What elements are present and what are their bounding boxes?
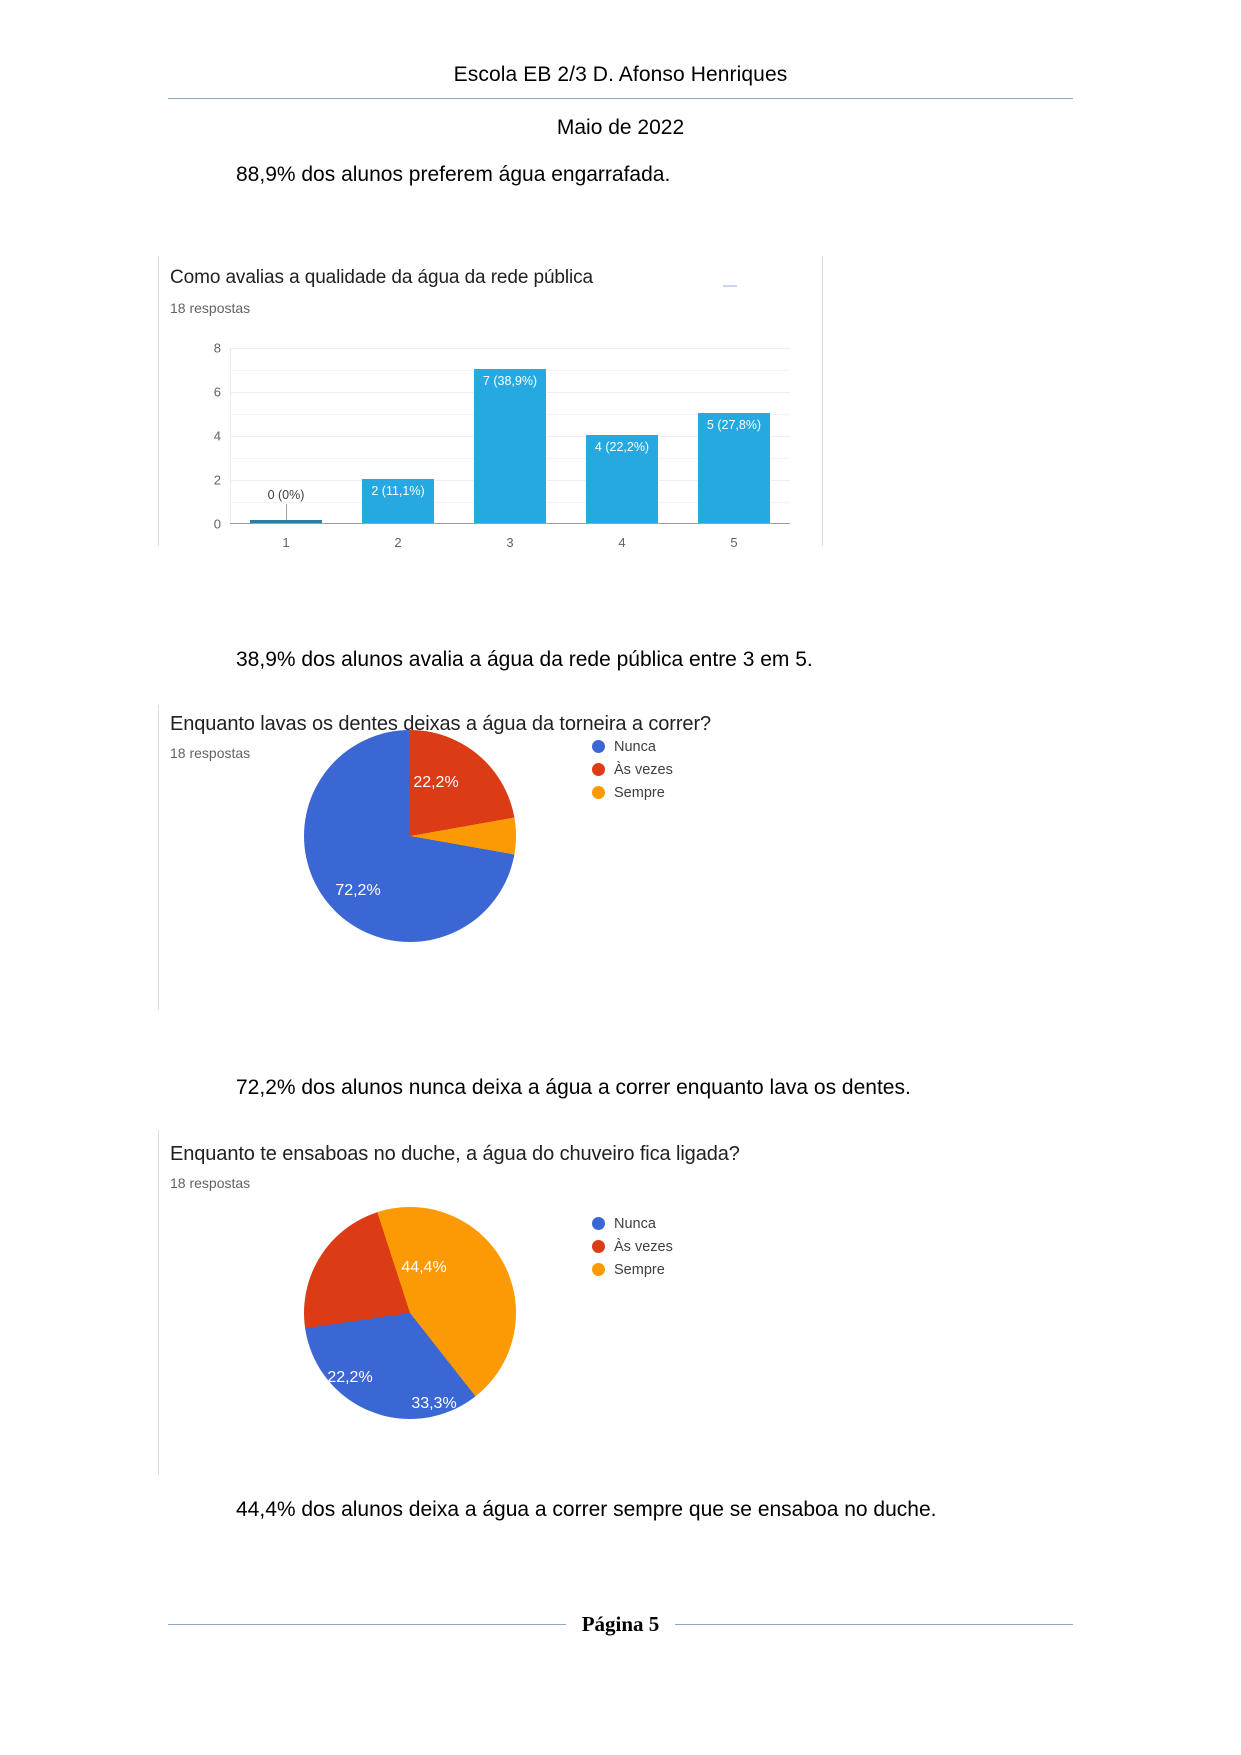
legend-item-sempre[interactable]: Sempre [592, 1258, 673, 1281]
pie-1-slice-label-as-vezes: 22,2% [413, 774, 459, 791]
paragraph-water-quality-rating: 38,9% dos alunos avalia a água da rede p… [236, 648, 813, 671]
x-tick-1: 1 [282, 535, 290, 550]
pie-2-slice-label-sempre: 44,4% [401, 1259, 447, 1276]
bar-chart-card: Como avalias a qualidade da água da rede… [158, 256, 823, 550]
bar-category-5[interactable] [698, 413, 770, 523]
page-number: Página 5 [581, 1612, 660, 1636]
bar-category-1[interactable] [250, 520, 322, 523]
legend-label-nunca: Nunca [614, 738, 656, 755]
y-tick-6: 6 [213, 384, 221, 400]
legend-label-sempre: Sempre [614, 784, 665, 801]
footer-rule-right [675, 1624, 1073, 1625]
pie-2-slice-label-nunca: 33,3% [411, 1395, 457, 1412]
chart-right-border [822, 256, 823, 546]
pie-2-slice-label-as-vezes: 22,2% [327, 1369, 373, 1386]
pie-chart-1-card: Enquanto lavas os dentes deixas a água d… [158, 705, 823, 1010]
bar-label-2: 2 (11,1%) [371, 484, 425, 499]
bar-zero-stem [286, 504, 287, 520]
legend-item-as-vezes[interactable]: Às vezes [592, 758, 673, 781]
pie-chart-2-legend: Nunca Às vezes Sempre [592, 1212, 673, 1281]
bar-category-2[interactable] [362, 479, 434, 523]
bar-label-5: 5 (27,8%) [706, 418, 762, 433]
legend-color-dot-orange-icon [592, 786, 605, 799]
document-header-date: Maio de 2022 [168, 103, 1073, 143]
pie-chart-2-graphic[interactable] [304, 1207, 516, 1419]
pie-chart-2-title: Enquanto te ensaboas no duche, a água do… [170, 1143, 740, 1165]
pie-chart-1-graphic[interactable] [304, 730, 516, 942]
legend-label-nunca: Nunca [614, 1215, 656, 1232]
pie-chart-1-title: Enquanto lavas os dentes deixas a água d… [170, 713, 712, 735]
legend-label-sempre: Sempre [614, 1261, 665, 1278]
bar-label-3: 7 (38,9%) [482, 374, 538, 389]
paragraph-teeth-brushing: 72,2% dos alunos nunca deixa a água a co… [236, 1076, 911, 1099]
bar-chart-plot-area: 8 6 4 2 0 0 (0%) 2 (11,1%) 7 (38,9%) 4 (… [214, 341, 790, 550]
legend-color-dot-blue-icon [592, 740, 605, 753]
bar-chart-title: Como avalias a qualidade da água da rede… [170, 267, 594, 288]
legend-color-dot-red-icon [592, 763, 605, 776]
pie-1-slice-label-nunca: 72,2% [335, 882, 381, 899]
chart-left-border [158, 256, 159, 546]
legend-item-as-vezes[interactable]: Às vezes [592, 1235, 673, 1258]
pie-chart-2-response-count: 18 respostas [170, 1175, 251, 1191]
legend-color-dot-orange-icon [592, 1263, 605, 1276]
gridline-8 [230, 348, 790, 349]
y-tick-0: 0 [213, 516, 221, 532]
chart-left-border [158, 705, 159, 1010]
bar-category-3[interactable] [474, 369, 546, 523]
pie-chart-1-legend: Nunca Às vezes Sempre [592, 735, 673, 804]
bar-category-4[interactable] [586, 435, 658, 523]
pie-chart-2-card: Enquanto te ensaboas no duche, a água do… [158, 1130, 823, 1475]
legend-item-nunca[interactable]: Nunca [592, 735, 673, 758]
legend-item-sempre[interactable]: Sempre [592, 781, 673, 804]
school-name: Escola EB 2/3 D. Afonso Henriques [453, 63, 788, 86]
more-options-icon[interactable] [723, 285, 737, 287]
y-tick-4: 4 [213, 428, 221, 444]
legend-item-nunca[interactable]: Nunca [592, 1212, 673, 1235]
x-tick-4: 4 [618, 535, 626, 550]
legend-color-dot-red-icon [592, 1240, 605, 1253]
y-tick-8: 8 [213, 340, 221, 356]
bar-label-1: 0 (0%) [267, 488, 305, 502]
legend-label-as-vezes: Às vezes [614, 1238, 673, 1255]
x-tick-5: 5 [730, 535, 738, 550]
bar-label-4: 4 (22,2%) [594, 440, 650, 455]
x-tick-3: 3 [506, 535, 514, 550]
y-axis-line [230, 348, 231, 524]
paragraph-shower-soaping: 44,4% dos alunos deixa a água a correr s… [236, 1498, 937, 1521]
legend-label-as-vezes: Às vezes [614, 761, 673, 778]
header-divider [168, 98, 1073, 99]
x-axis-line [230, 523, 790, 524]
bar-chart-response-count: 18 respostas [170, 300, 251, 316]
footer-rule-left [168, 1624, 566, 1625]
document-footer: Página 5 [168, 1612, 1073, 1637]
x-tick-2: 2 [394, 535, 402, 550]
legend-color-dot-blue-icon [592, 1217, 605, 1230]
document-header: Escola EB 2/3 D. Afonso Henriques [168, 60, 1073, 90]
chart-left-border [158, 1130, 159, 1475]
document-date: Maio de 2022 [556, 116, 685, 139]
y-tick-2: 2 [213, 472, 221, 488]
pie-chart-1-response-count: 18 respostas [170, 745, 251, 761]
paragraph-bottled-water: 88,9% dos alunos preferem água engarrafa… [236, 163, 671, 186]
